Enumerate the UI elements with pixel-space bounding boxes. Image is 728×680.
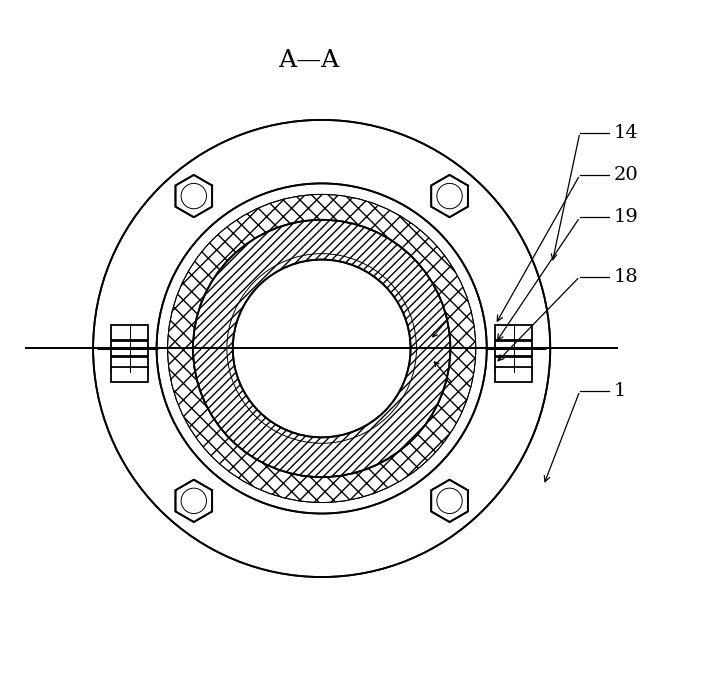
Circle shape xyxy=(233,260,411,437)
Text: A—A: A—A xyxy=(278,49,339,72)
Circle shape xyxy=(173,479,215,522)
Polygon shape xyxy=(175,479,212,522)
Text: 1: 1 xyxy=(614,381,626,400)
Bar xyxy=(111,367,148,382)
Circle shape xyxy=(227,254,416,443)
Circle shape xyxy=(93,120,550,577)
Bar xyxy=(111,325,148,340)
Bar xyxy=(495,367,532,382)
Polygon shape xyxy=(431,175,468,217)
Circle shape xyxy=(157,184,487,513)
Circle shape xyxy=(193,220,451,477)
Text: 20: 20 xyxy=(614,166,638,184)
Bar xyxy=(111,357,148,372)
Bar xyxy=(495,325,532,340)
Text: 14: 14 xyxy=(614,124,638,141)
Circle shape xyxy=(167,194,475,503)
Bar xyxy=(495,357,532,372)
Circle shape xyxy=(428,175,471,217)
Text: 19: 19 xyxy=(614,208,638,226)
Polygon shape xyxy=(175,175,212,217)
Circle shape xyxy=(173,175,215,217)
Bar xyxy=(495,341,532,356)
Circle shape xyxy=(428,479,471,522)
Bar xyxy=(111,341,148,356)
Text: 18: 18 xyxy=(614,267,638,286)
Polygon shape xyxy=(431,479,468,522)
